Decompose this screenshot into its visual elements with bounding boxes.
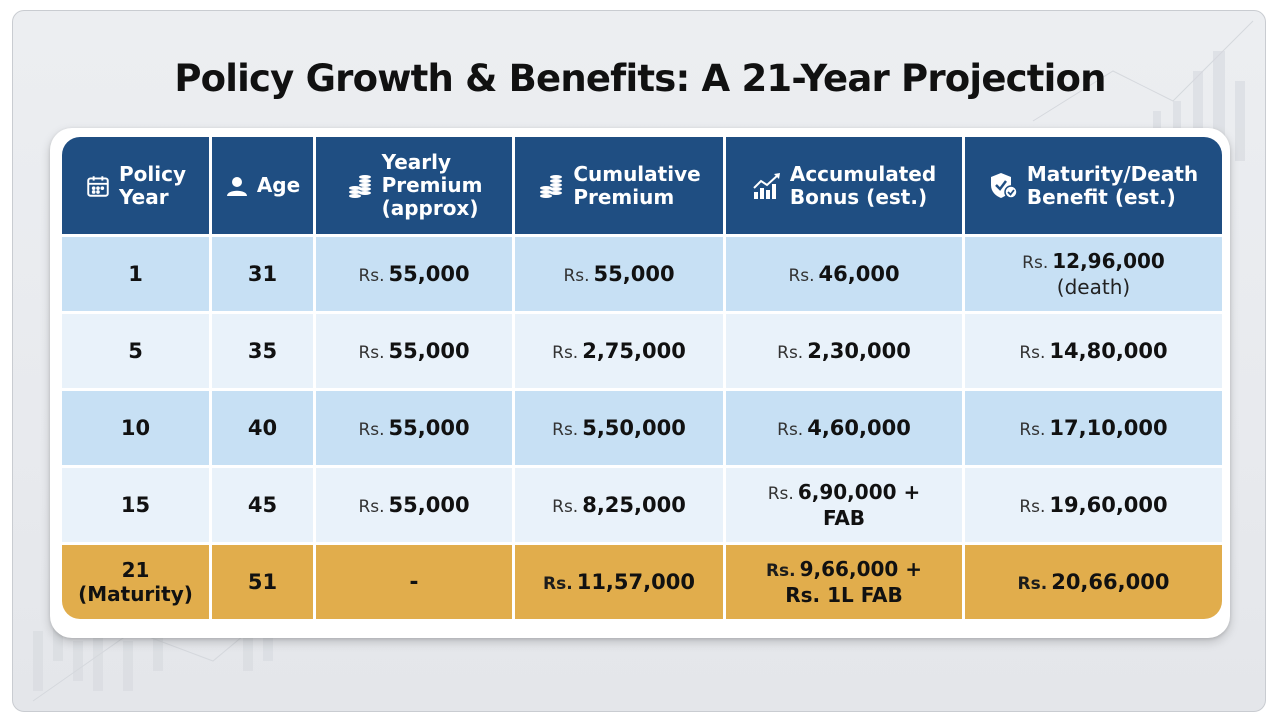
- table-row: 15 45 Rs. 55,000 Rs. 8,25,000 Rs. 6,90,000 …: [62, 465, 1222, 542]
- bonus-extra: FAB: [822, 506, 866, 530]
- bonus-extra: Rs. 1L FAB: [785, 583, 903, 607]
- cell-benefit: Rs. 20,66,000: [965, 542, 1222, 619]
- header-label: Bonus (est.): [789, 184, 928, 209]
- header-label: Maturity/Death: [1026, 161, 1199, 186]
- cell-policy-year: 15: [62, 465, 209, 542]
- cell-accumulated-bonus: Rs. 6,90,000 + FAB: [726, 465, 962, 542]
- header-label: (approx): [381, 196, 479, 220]
- cell-policy-year: 10: [62, 388, 209, 465]
- cell-benefit: Rs. 14,80,000: [965, 311, 1222, 388]
- header-label: Policy: [118, 161, 186, 186]
- header-label: Premium: [381, 173, 483, 197]
- cell-cumulative-premium: Rs. 11,57,000: [515, 542, 723, 619]
- header-age: Age: [212, 137, 313, 234]
- cell-cumulative-premium: Rs. 55,000: [515, 234, 723, 311]
- projection-table: Policy Year Age: [59, 137, 1225, 619]
- header-label: Yearly: [381, 150, 452, 174]
- header-accumulated-bonus: Accumulated Bonus (est.): [726, 137, 962, 234]
- header-label: Accumulated: [789, 161, 937, 186]
- cell-cumulative-premium: Rs. 5,50,000: [515, 388, 723, 465]
- table-row: 10 40 Rs. 55,000 Rs. 5,50,000 Rs. 4,60,000 …: [62, 388, 1222, 465]
- table-header-row: Policy Year Age: [62, 137, 1222, 234]
- header-label: Age: [256, 173, 301, 197]
- year-note: (Maturity): [78, 582, 193, 606]
- cell-accumulated-bonus: Rs. 2,30,000: [726, 311, 962, 388]
- growth-chart-icon: [753, 172, 780, 199]
- projection-table-card: Policy Year Age: [50, 128, 1230, 638]
- cell-policy-year: 21 (Maturity): [62, 542, 209, 619]
- table-row: 5 35 Rs. 55,000 Rs. 2,75,000 Rs. 2,30,000 R…: [62, 311, 1222, 388]
- cell-accumulated-bonus: Rs. 4,60,000: [726, 388, 962, 465]
- header-label: Year: [118, 184, 169, 209]
- cell-accumulated-bonus: Rs. 9,66,000 + Rs. 1L FAB: [726, 542, 962, 619]
- header-policy-year: Policy Year: [62, 137, 209, 234]
- calendar-icon: [87, 175, 109, 197]
- cell-age: 45: [212, 465, 313, 542]
- cell-cumulative-premium: Rs. 2,75,000: [515, 311, 723, 388]
- cell-age: 40: [212, 388, 313, 465]
- cell-accumulated-bonus: Rs. 46,000: [726, 234, 962, 311]
- cell-age: 51: [212, 542, 313, 619]
- cell-policy-year: 1: [62, 234, 209, 311]
- header-maturity-death-benefit: Maturity/Death Benefit (est.): [965, 137, 1222, 234]
- header-label: Premium: [573, 184, 675, 209]
- cell-benefit: Rs. 12,96,000 (death): [965, 234, 1222, 311]
- cell-benefit: Rs. 17,10,000: [965, 388, 1222, 465]
- shield-check-icon: [990, 172, 1018, 199]
- cell-cumulative-premium: Rs. 8,25,000: [515, 465, 723, 542]
- coins-icon: [348, 174, 371, 198]
- cell-yearly-premium: -: [316, 542, 512, 619]
- table-row-maturity: 21 (Maturity) 51 - Rs. 11,57,000 Rs. 9,66,0…: [62, 542, 1222, 619]
- cell-benefit: Rs. 19,60,000: [965, 465, 1222, 542]
- header-label: Cumulative: [573, 161, 701, 186]
- coins-icon: [540, 174, 563, 198]
- person-icon: [226, 176, 247, 196]
- slide-frame: Policy Growth & Benefits: A 21-Year Proj…: [12, 10, 1266, 712]
- cell-policy-year: 5: [62, 311, 209, 388]
- header-label: Benefit (est.): [1026, 184, 1176, 209]
- cell-yearly-premium: Rs. 55,000: [316, 465, 512, 542]
- header-cumulative-premium: Cumulative Premium: [515, 137, 723, 234]
- cell-yearly-premium: Rs. 55,000: [316, 388, 512, 465]
- table-row: 1 31 Rs. 55,000 Rs. 55,000 Rs. 46,000 Rs. 12…: [62, 234, 1222, 311]
- cell-age: 35: [212, 311, 313, 388]
- benefit-note: (death): [1056, 275, 1131, 299]
- cell-yearly-premium: Rs. 55,000: [316, 234, 512, 311]
- page-title: Policy Growth & Benefits: A 21-Year Proj…: [174, 57, 1106, 100]
- header-yearly-premium: Yearly Premium (approx): [316, 137, 512, 234]
- cell-age: 31: [212, 234, 313, 311]
- cell-yearly-premium: Rs. 55,000: [316, 311, 512, 388]
